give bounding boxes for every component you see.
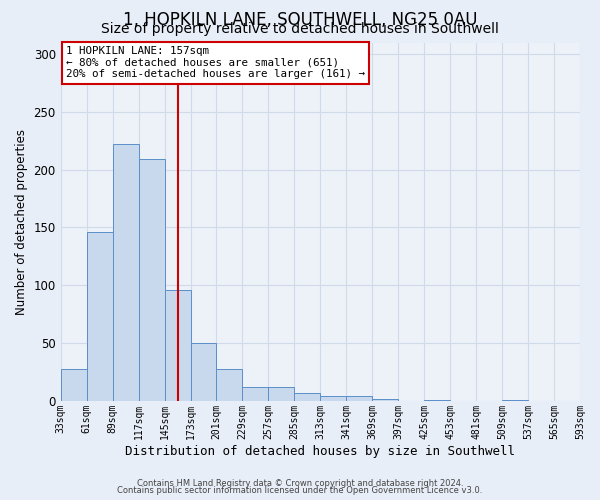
- Bar: [86, 232, 113, 401]
- Text: Contains public sector information licensed under the Open Government Licence v3: Contains public sector information licen…: [118, 486, 482, 495]
- Bar: [424, 400, 450, 401]
- Bar: [295, 393, 320, 401]
- Text: Contains HM Land Registry data © Crown copyright and database right 2024.: Contains HM Land Registry data © Crown c…: [137, 478, 463, 488]
- Y-axis label: Number of detached properties: Number of detached properties: [15, 128, 28, 314]
- Text: Size of property relative to detached houses in Southwell: Size of property relative to detached ho…: [101, 22, 499, 36]
- Bar: [268, 387, 295, 401]
- Bar: [139, 160, 164, 401]
- Bar: [61, 368, 86, 401]
- Bar: [164, 290, 191, 401]
- Bar: [113, 144, 139, 401]
- X-axis label: Distribution of detached houses by size in Southwell: Distribution of detached houses by size …: [125, 444, 515, 458]
- Text: 1 HOPKILN LANE: 157sqm
← 80% of detached houses are smaller (651)
20% of semi-de: 1 HOPKILN LANE: 157sqm ← 80% of detached…: [66, 46, 365, 80]
- Bar: [346, 396, 372, 401]
- Text: 1, HOPKILN LANE, SOUTHWELL, NG25 0AU: 1, HOPKILN LANE, SOUTHWELL, NG25 0AU: [123, 11, 477, 29]
- Bar: [372, 398, 398, 401]
- Bar: [242, 387, 268, 401]
- Bar: [191, 343, 217, 401]
- Bar: [320, 396, 346, 401]
- Bar: [217, 368, 242, 401]
- Bar: [502, 400, 528, 401]
